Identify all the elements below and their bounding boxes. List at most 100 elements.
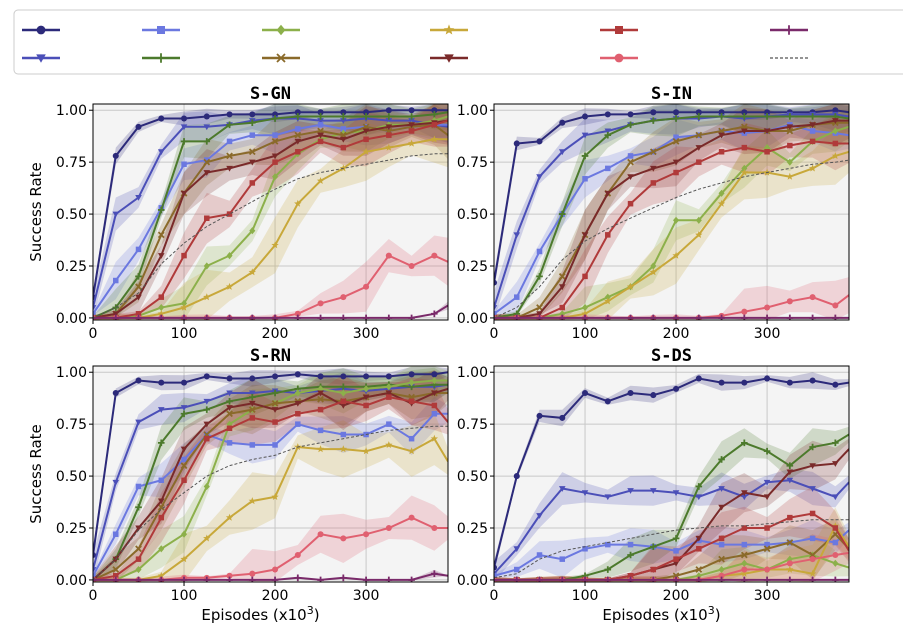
data-point <box>157 314 165 320</box>
data-point <box>248 314 256 320</box>
data-point <box>627 573 634 579</box>
y-tick-label: 1.00 <box>457 365 488 381</box>
band-s3 <box>93 366 448 582</box>
data-point <box>271 389 279 397</box>
data-point <box>135 311 142 317</box>
data-point <box>695 494 703 501</box>
data-point <box>718 576 725 582</box>
data-point <box>536 248 543 255</box>
data-point <box>718 565 725 574</box>
data-point <box>536 314 543 320</box>
x-tick-label: 0 <box>89 588 98 604</box>
data-point <box>536 273 543 280</box>
data-point <box>340 431 347 438</box>
y-tick-label: 0.25 <box>457 521 488 537</box>
data-point <box>649 268 657 276</box>
data-point <box>408 371 415 378</box>
data-point <box>294 310 301 317</box>
y-tick-label: 0.50 <box>457 469 488 485</box>
legend-marker <box>36 25 46 35</box>
data-point <box>408 398 415 405</box>
series-s2 <box>93 111 448 320</box>
data-point <box>408 576 415 582</box>
y-tick-label: 0.00 <box>457 573 488 589</box>
data-point <box>248 497 256 505</box>
data-point <box>627 488 634 494</box>
data-point <box>627 551 634 559</box>
data-point <box>271 241 279 249</box>
data-point <box>604 190 612 197</box>
data-point <box>786 560 793 567</box>
data-point <box>203 158 211 166</box>
data-point <box>764 304 771 311</box>
data-point <box>808 164 817 172</box>
data-point <box>93 576 97 582</box>
data-point <box>513 473 520 480</box>
y-tick-label: 0.00 <box>457 311 488 327</box>
y-tick-label: 0.75 <box>56 417 87 433</box>
x-tick-label: 300 <box>754 326 781 342</box>
data-point <box>249 442 256 448</box>
data-point <box>317 109 324 116</box>
data-point <box>649 165 657 172</box>
data-point <box>558 272 566 280</box>
data-point <box>249 227 256 235</box>
legend-marker <box>615 26 623 34</box>
data-point <box>112 566 120 573</box>
data-point <box>316 177 325 184</box>
data-point <box>718 572 725 579</box>
legend-item-s2s2 <box>262 53 300 63</box>
series-s2s3 <box>93 434 448 582</box>
data-point <box>536 412 543 419</box>
legend-item-c2 <box>22 54 60 63</box>
series-global <box>93 153 448 319</box>
data-point <box>226 111 233 118</box>
series-c1 <box>494 375 849 571</box>
data-point <box>741 494 748 501</box>
data-point <box>559 119 566 126</box>
band-s2 <box>93 104 448 320</box>
data-point <box>157 206 165 214</box>
data-point <box>650 392 657 399</box>
data-point <box>536 552 543 558</box>
data-point <box>695 314 703 320</box>
data-point <box>582 113 589 120</box>
data-point <box>763 494 771 501</box>
y-axis-label: Success Rate <box>27 162 45 262</box>
band-c3 <box>494 519 849 578</box>
series-line <box>93 425 448 581</box>
x-axis-label: Episodes (x103) <box>602 604 720 624</box>
legend-marker <box>784 25 794 35</box>
data-point <box>581 152 589 160</box>
legend-marker <box>443 24 455 35</box>
data-point <box>764 375 771 382</box>
data-point <box>180 138 188 145</box>
data-point <box>673 109 680 116</box>
data-point <box>695 131 703 139</box>
data-point <box>627 121 634 129</box>
data-point <box>649 543 657 550</box>
data-point <box>581 232 589 239</box>
x-tick-label: 100 <box>572 326 599 342</box>
data-point <box>408 128 415 134</box>
data-point <box>204 435 210 442</box>
band-s2s3 <box>494 127 849 320</box>
y-tick-label: 0.00 <box>56 311 87 327</box>
data-point <box>157 231 165 239</box>
data-point <box>431 524 438 532</box>
data-point <box>340 535 347 542</box>
panel-title: S-IN <box>651 84 692 104</box>
data-point <box>112 211 120 218</box>
data-point <box>180 314 188 320</box>
data-point <box>113 531 119 537</box>
data-point <box>294 551 301 559</box>
data-point <box>203 138 211 145</box>
data-point <box>741 379 748 386</box>
data-point <box>672 314 680 320</box>
data-point <box>604 314 612 320</box>
data-point <box>340 109 347 116</box>
legend <box>13 9 903 75</box>
data-point <box>248 148 256 156</box>
data-point <box>317 132 324 139</box>
data-point <box>741 576 748 582</box>
